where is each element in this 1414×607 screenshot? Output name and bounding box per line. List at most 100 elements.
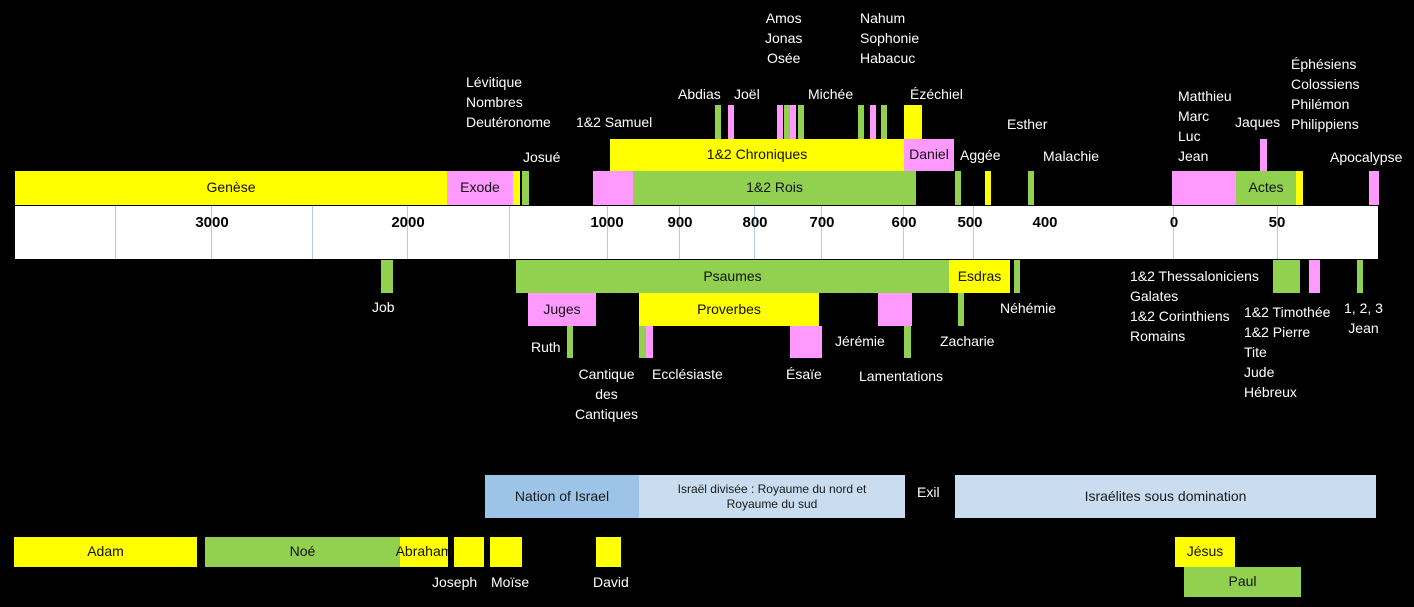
nehemie-label: Néhémie	[1000, 300, 1057, 316]
jaques-bar	[1260, 139, 1267, 171]
tick-1000: 1000	[590, 214, 624, 231]
tick-0: 0	[1169, 214, 1179, 231]
person-noe: Noé	[205, 537, 400, 567]
nehemie-bar	[1014, 260, 1020, 293]
zacharie-label: Zacharie	[940, 333, 995, 349]
ezechiel-label: Ézéchiel	[910, 86, 963, 102]
tick-500: 500	[957, 214, 983, 231]
job-bar	[381, 260, 393, 293]
gospels-bar	[1172, 171, 1236, 205]
general-epistles-label: 1&2 Timothée 1&2 Pierre Tite Jude Hébreu…	[1244, 304, 1331, 400]
abdias-bar	[715, 105, 721, 139]
jean-letters-label: 1, 2, 3 Jean	[1344, 300, 1383, 336]
tick-600: 600	[891, 214, 917, 231]
levitique-group-label: Lévitique Nombres Deutéronome	[466, 74, 551, 130]
cantique-label: Cantique des Cantiques	[575, 366, 639, 422]
actes-label: Actes	[1248, 179, 1284, 196]
thessaloniciens-bar	[1273, 260, 1300, 293]
malachie-label: Malachie	[1043, 148, 1100, 164]
lamentations-bar	[904, 326, 911, 358]
exode-label: Exode	[460, 179, 500, 196]
jeremie-label: Jérémie	[835, 333, 885, 349]
joel-label: Joël	[734, 86, 760, 102]
person-adam: Adam	[14, 537, 197, 567]
paul-epistles-label: 1&2 Thessaloniciens Galates 1&2 Corinthi…	[1130, 268, 1259, 344]
job-label: Job	[372, 299, 395, 315]
cantique-bar	[639, 326, 646, 358]
malachie-bar	[1028, 171, 1034, 205]
actes-end-bar	[1296, 171, 1303, 205]
chroniques-bar: 1&2 Chroniques	[610, 139, 904, 171]
exode-bar: Exode	[447, 171, 513, 205]
ecclesiaste-label: Ecclésiaste	[652, 366, 723, 382]
zacharie-bar	[958, 293, 964, 326]
esdras-label: Esdras	[957, 267, 1002, 284]
person-paul: Paul	[1184, 567, 1301, 597]
habacuc-bar	[881, 105, 887, 139]
genese-label: Genèse	[206, 179, 256, 196]
era-nation-of-israel: Nation of Israel	[485, 475, 639, 518]
psaumes-bar: Psaumes	[516, 260, 949, 293]
proverbes-label: Proverbes	[697, 300, 761, 317]
era-divided-kingdom: Israël divisée : Royaume du nord et Roya…	[639, 475, 905, 518]
abdias-label: Abdias	[678, 86, 721, 102]
era-domination: Israélites sous domination	[955, 475, 1376, 518]
year-axis: 3000 2000 1000 900 800 700 600 500 400 0…	[15, 206, 1378, 259]
michee-label: Michée	[808, 86, 854, 102]
tick-700: 700	[809, 214, 835, 231]
amos-bar	[777, 105, 783, 139]
rois-label: 1&2 Rois	[746, 179, 803, 196]
genese-bar: Genèse	[15, 171, 447, 205]
tick-50: 50	[1268, 214, 1286, 231]
jonas-bar	[784, 105, 790, 139]
gospels-label: Matthieu Marc Luc Jean	[1178, 88, 1232, 164]
ecclesiaste-bar	[646, 326, 653, 358]
michee-bar	[798, 105, 804, 139]
jeremie-bar	[878, 293, 912, 326]
amos-group-label: Amos Jonas Osée	[765, 10, 803, 66]
esther-label: Esther	[1007, 116, 1048, 132]
exode-end-bar	[513, 171, 520, 205]
era-exil: Exil	[917, 484, 940, 500]
timothee-bar	[1309, 260, 1320, 293]
jaques-label: Jaques	[1235, 114, 1281, 130]
apocalypse-label: Apocalypse	[1330, 149, 1403, 165]
person-joseph-bar	[454, 537, 484, 567]
samuel-label: 1&2 Samuel	[576, 114, 653, 130]
esaie-bar	[790, 326, 822, 358]
daniel-bar: Daniel	[904, 139, 954, 171]
person-abraham: Abraham	[396, 537, 452, 567]
person-david-label: David	[593, 574, 629, 590]
tick-900: 900	[667, 214, 693, 231]
daniel-label: Daniel	[909, 146, 949, 163]
person-david-bar	[596, 537, 621, 567]
ezechiel-bar	[904, 105, 922, 139]
sophonie-bar	[870, 105, 876, 139]
josue-bar	[522, 171, 529, 205]
prison-epistles-label: Éphésiens Colossiens Philémon Philippien…	[1291, 56, 1360, 132]
person-moise-bar	[490, 537, 522, 567]
actes-bar: Actes	[1236, 171, 1296, 205]
aggee-label: Aggée	[960, 147, 1001, 163]
aggee-yellow-bar	[985, 171, 991, 205]
tick-400: 400	[1032, 214, 1058, 231]
tick-2000: 2000	[391, 214, 425, 231]
nahum-group-label: Nahum Sophonie Habacuc	[860, 10, 920, 66]
rois-bar: 1&2 Rois	[633, 171, 916, 205]
osee-bar	[790, 105, 796, 139]
person-moise-label: Moïse	[491, 574, 530, 590]
person-joseph-label: Joseph	[432, 574, 478, 590]
josue-label: Josué	[523, 149, 561, 165]
apocalypse-bar	[1369, 171, 1379, 205]
nahum-bar	[858, 105, 864, 139]
joel-bar	[728, 105, 734, 139]
juges-label: Juges	[543, 300, 581, 317]
aggee-bar	[955, 171, 961, 205]
samuel-bar	[593, 171, 633, 205]
ruth-label: Ruth	[531, 339, 561, 355]
person-jesus: Jésus	[1175, 537, 1235, 567]
jean-letters-bar	[1357, 260, 1363, 293]
ruth-bar	[567, 326, 573, 358]
lamentations-label: Lamentations	[859, 368, 944, 384]
